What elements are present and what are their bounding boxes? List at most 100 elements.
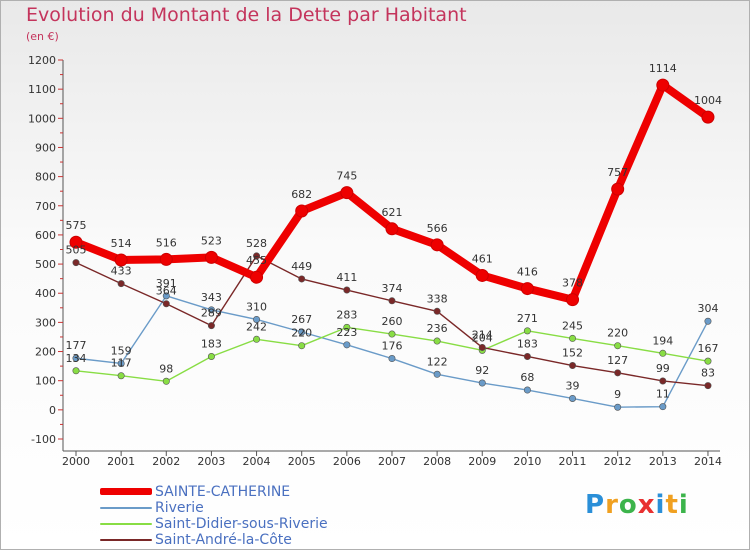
data-point	[114, 253, 128, 267]
logo-letter: r	[605, 490, 619, 520]
legend-label-saint-didier: Saint-Didier-sous-Riverie	[155, 516, 328, 532]
axes: -100 0 100 200 300 400 500 600 700 800 900 1000 1100…	[28, 54, 722, 468]
x-tick-label: 2008	[423, 455, 451, 468]
data-label: 236	[427, 322, 448, 335]
data-label: 757	[607, 166, 628, 179]
data-label: 455	[246, 254, 267, 267]
y-tick-label: 100	[35, 375, 56, 388]
data-point	[569, 334, 577, 342]
data-point	[569, 394, 577, 402]
y-tick-label: 1100	[28, 83, 56, 96]
data-point	[253, 335, 261, 343]
data-label: 374	[381, 282, 402, 295]
data-point	[343, 341, 351, 349]
data-point	[207, 322, 215, 330]
data-label: 304	[697, 302, 718, 315]
data-point	[659, 403, 667, 411]
y-tick-label: 700	[35, 200, 56, 213]
legend-label-saint-andre: Saint-André-la-Côte	[155, 532, 292, 548]
data-point	[207, 306, 215, 314]
chart-title: Evolution du Montant de la Dette par Hab…	[26, 4, 467, 26]
data-label: 127	[607, 354, 628, 367]
x-tick-label: 2003	[197, 455, 225, 468]
data-label: 505	[66, 244, 87, 257]
data-label: 117	[111, 357, 132, 370]
data-label: 220	[291, 327, 312, 340]
x-tick-label: 2013	[649, 455, 677, 468]
data-label: 39	[566, 379, 580, 392]
data-point	[523, 386, 531, 394]
data-point	[523, 327, 531, 335]
x-tick-label: 2011	[559, 455, 587, 468]
data-label: 183	[517, 337, 538, 350]
data-point	[614, 369, 622, 377]
data-label: 461	[472, 252, 493, 265]
data-point	[298, 328, 306, 336]
data-label: 745	[336, 170, 357, 183]
data-point	[704, 317, 712, 325]
data-label: 11	[656, 388, 670, 401]
data-point	[659, 377, 667, 385]
y-tick-label: -100	[31, 433, 56, 446]
data-point	[250, 270, 264, 284]
data-label: 220	[607, 327, 628, 340]
x-tick-label: 2014	[694, 455, 722, 468]
data-point	[340, 186, 354, 200]
data-label: 1114	[649, 62, 677, 75]
legend-label-sainte-catherine: SAINTE-CATHERINE	[155, 484, 291, 500]
data-label: 9	[614, 388, 621, 401]
data-label: 575	[66, 219, 87, 232]
data-point	[385, 222, 399, 236]
data-point	[72, 354, 80, 362]
data-label: 194	[652, 334, 673, 347]
legend-label-riverie: Riverie	[155, 500, 204, 516]
legend-swatch-sainte-catherine	[100, 488, 152, 495]
data-point	[298, 342, 306, 350]
logo-letter: i	[678, 490, 689, 520]
data-label: 260	[381, 315, 402, 328]
data-point	[253, 252, 261, 260]
data-label: 411	[336, 271, 357, 284]
data-labels-layer: 575 514 516 523 455 682 745 621 566 461 416 378 757 1…	[66, 62, 722, 401]
data-point	[159, 252, 173, 266]
data-point	[566, 293, 580, 307]
data-label: 289	[201, 307, 222, 320]
data-point	[388, 355, 396, 363]
data-label: 68	[520, 371, 534, 384]
data-point	[433, 307, 441, 315]
data-label: 310	[246, 300, 267, 313]
x-tick-label: 2012	[604, 455, 632, 468]
data-point	[117, 372, 125, 380]
data-label: 176	[381, 340, 402, 353]
data-label: 183	[201, 337, 222, 350]
data-point	[520, 282, 534, 296]
data-label: 152	[562, 347, 583, 360]
data-point	[295, 204, 309, 218]
data-point	[69, 235, 83, 249]
x-tick-label: 2010	[513, 455, 541, 468]
logo-letter: P	[585, 490, 606, 520]
data-label: 364	[156, 285, 177, 298]
data-label: 416	[517, 266, 538, 279]
data-point	[388, 330, 396, 338]
data-point	[162, 377, 170, 385]
y-tick-label: 0	[49, 404, 56, 417]
data-label: 682	[291, 188, 312, 201]
x-tick-label: 2000	[62, 455, 90, 468]
data-label: 621	[381, 206, 402, 219]
data-point	[72, 259, 80, 267]
x-tick-label: 2006	[333, 455, 361, 468]
data-point	[614, 403, 622, 411]
data-point	[523, 352, 531, 360]
x-tick-label: 2004	[243, 455, 271, 468]
data-label: 378	[562, 277, 583, 290]
data-point	[204, 250, 218, 264]
data-point	[433, 370, 441, 378]
data-point	[704, 357, 712, 365]
x-tick-label: 2001	[107, 455, 135, 468]
chart-subtitle: (en €)	[26, 30, 59, 43]
y-tick-label: 1200	[28, 54, 56, 67]
y-tick-label: 900	[35, 141, 56, 154]
data-label: 204	[472, 331, 493, 344]
